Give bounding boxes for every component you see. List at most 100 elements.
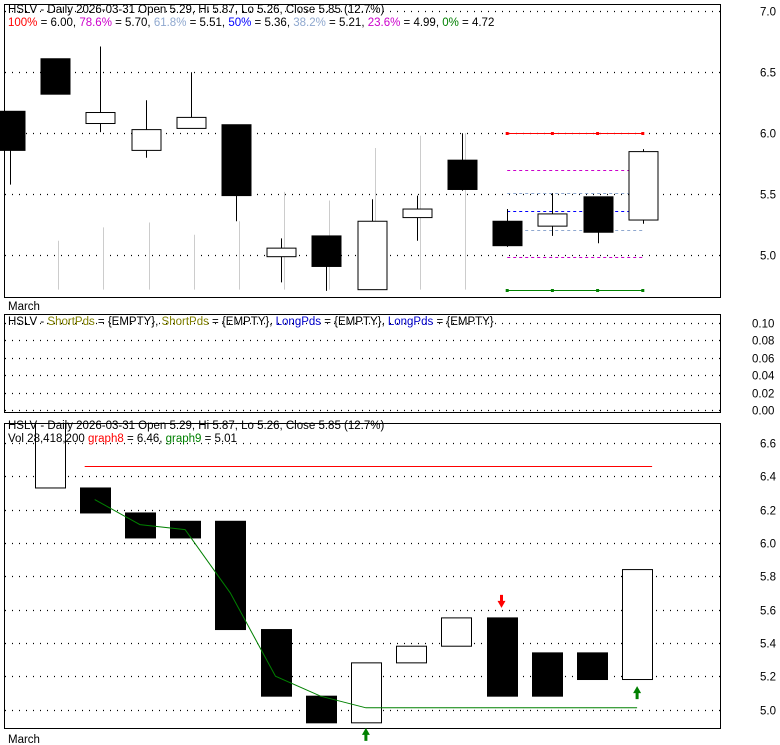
legend-part: graph9 (166, 433, 202, 445)
pds-panel: 0.00 0.02 0.04 0.06 0.08 0.10 HSLV - ShortPds… (4, 314, 775, 418)
pds-y-tick: 0.08 (752, 336, 774, 348)
fib-legend-value: = 5.36, (251, 17, 293, 29)
fib-legend-label: 100% (8, 17, 37, 29)
box-y-tick: 5.2 (760, 672, 776, 684)
pds-y-tick: 0.10 (752, 319, 774, 331)
price-y-tick: 5.5 (760, 190, 776, 202)
volume-graph-legend: Vol 28,418,200 graph8 = 6.46, graph9 = 5… (8, 433, 237, 445)
price-y-axis: 5.0 5.5 6.0 6.5 7.0 (760, 7, 776, 263)
box-bar (441, 617, 472, 647)
fibonacci-levels (505, 132, 645, 292)
box-y-tick: 5.6 (760, 606, 776, 618)
candle-body (628, 151, 659, 221)
candlesticks (0, 46, 659, 291)
fib-legend-value: = 6.00, (37, 17, 79, 29)
box-bar (577, 652, 608, 681)
candle-body (0, 110, 26, 151)
box-chart-header: HSLV - Daily 2026-03-31 Open 5.29, Hi 5.… (8, 420, 384, 432)
fib-legend-value: = 5.70, (112, 17, 154, 29)
box-x-month-label: March (8, 734, 40, 745)
fib-marker (641, 132, 645, 135)
box-bar (532, 652, 563, 697)
box-panel: 5.0 5.2 5.4 5.6 5.8 6.0 6.2 6.4 6.6 HSLV - Daily… (4, 420, 777, 745)
fib-marker (596, 132, 600, 135)
fib-legend-value: = 4.72 (459, 17, 495, 29)
fib-legend-label: 50% (228, 17, 251, 29)
box-gridlines (5, 442, 720, 712)
box-y-tick: 5.4 (760, 639, 777, 651)
box-y-tick: 5.0 (760, 706, 776, 718)
arrow-up-icon (633, 686, 642, 700)
pds-y-tick: 0.00 (752, 406, 774, 418)
legend-part: = {EMPTY} (433, 316, 494, 328)
candle-body (447, 159, 478, 190)
legend-part: = {EMPTY}, (95, 316, 162, 328)
candle-body (40, 58, 71, 95)
price-chart-header: HSLV - Daily 2026-03-31 Open 5.29, Hi 5.… (8, 4, 384, 16)
candle-body (221, 124, 252, 197)
box-y-tick: 6.2 (760, 506, 776, 518)
fib-legend-label: 23.6% (368, 17, 401, 29)
fib-marker (596, 289, 600, 292)
price-y-tick: 7.0 (760, 7, 776, 19)
pds-gridlines (5, 322, 720, 412)
legend-part: ShortPds (47, 316, 95, 328)
price-x-month-label: March (8, 301, 40, 313)
legend-part: graph8 (88, 433, 124, 445)
box-y-axis: 5.0 5.2 5.4 5.6 5.8 6.0 6.2 6.4 6.6 (760, 439, 777, 718)
candle-body (357, 220, 388, 291)
candle-body (85, 112, 116, 125)
legend-part: LongPds (276, 316, 322, 328)
box-bar (35, 424, 66, 489)
graph-lines (84, 466, 653, 709)
fib-marker (505, 289, 509, 292)
price-y-tick: 6.5 (760, 68, 776, 80)
candle-body (492, 220, 523, 247)
box-y-tick: 6.0 (760, 539, 776, 551)
fib-legend-label: 78.6% (79, 17, 112, 29)
candle-body (176, 116, 207, 129)
pds-y-axis: 0.00 0.02 0.04 0.06 0.08 0.10 (752, 319, 775, 418)
candle-body (311, 235, 342, 267)
price-panel-frame (4, 4, 721, 298)
box-bar (487, 617, 518, 697)
fib-legend-value: = 4.99, (400, 17, 442, 29)
price-y-tick: 6.0 (760, 129, 776, 141)
fib-marker (641, 289, 645, 292)
box-y-tick: 6.4 (760, 472, 777, 484)
candle-body (266, 247, 297, 258)
pds-y-tick: 0.04 (752, 371, 775, 383)
legend-part: ShortPds (162, 316, 210, 328)
pds-header: HSLV - ShortPds = {EMPTY}, ShortPds = {E… (8, 316, 494, 328)
legend-part: = {EMPTY}, (209, 316, 276, 328)
price-y-tick: 5.0 (760, 251, 776, 263)
arrow-down-icon (497, 594, 506, 608)
legend-part: = 5.01 (201, 433, 237, 445)
legend-part: = {EMPTY}, (321, 316, 388, 328)
fib-marker (505, 132, 509, 135)
legend-part: Vol 28,418,200 (8, 433, 88, 445)
box-bar (622, 569, 653, 681)
candle-body (583, 196, 614, 233)
fib-marker (550, 289, 554, 292)
fib-legend-label: 0% (442, 17, 459, 29)
pds-y-tick: 0.06 (752, 354, 774, 366)
fib-marker (550, 132, 554, 135)
fib-legend-label: 61.8% (154, 17, 187, 29)
fibonacci-legend: 100% = 6.00, 78.6% = 5.70, 61.8% = 5.51,… (8, 17, 494, 29)
box-bar (351, 662, 382, 724)
legend-part: LongPds (388, 316, 434, 328)
candle-body (402, 208, 433, 219)
box-bar (261, 629, 292, 697)
box-bar (125, 512, 156, 539)
arrow-up-icon (361, 727, 370, 741)
box-panel-frame (4, 423, 721, 729)
legend-part: = 6.46, (124, 433, 166, 445)
fib-legend-value: = 5.51, (186, 17, 228, 29)
fib-legend-value: = 5.21, (326, 17, 368, 29)
price-panel: 5.0 5.5 6.0 6.5 7.0 HSLV - Daily 2026-03-31 … (0, 4, 776, 313)
box-bars (35, 424, 653, 724)
box-bar (306, 695, 337, 724)
signal-arrows (361, 594, 642, 741)
box-bar (396, 645, 427, 664)
